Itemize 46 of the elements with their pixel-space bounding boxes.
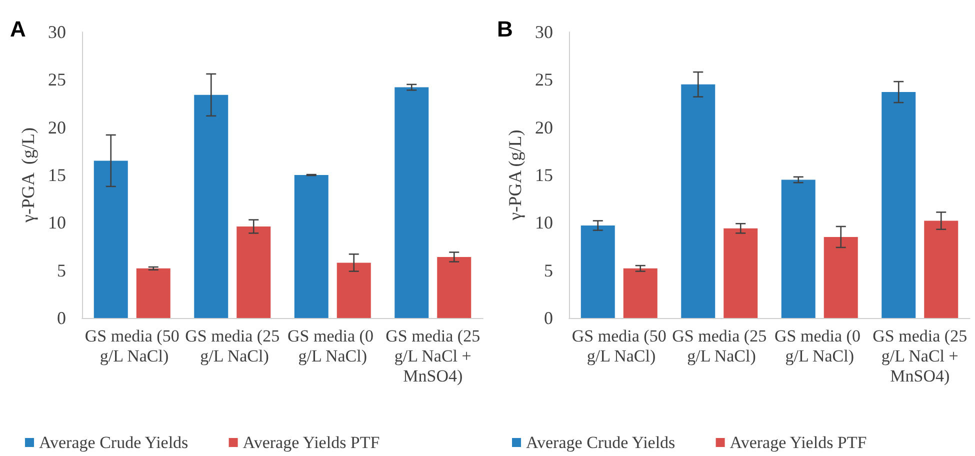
y-axis-title: γ-PGA (g/L) [505,130,526,222]
y-tick-label: 5 [544,260,553,280]
x-tick-label: GS media (25 g/L NaCl) [185,326,280,366]
x-tick-label: GS media (25 g/L NaCl) [672,326,767,366]
y-tick-label: 5 [57,260,66,280]
y-tick-label: 0 [57,308,66,328]
legend-label: Average Crude Yields [526,433,676,452]
bar [194,94,228,318]
y-tick-label: 10 [48,212,66,233]
y-axis-title: γ-PGA (g/L) [18,128,38,224]
bar [623,268,658,318]
bar [681,84,716,318]
y-tick-label: 20 [535,117,553,138]
x-tick-label: GS media (0 g/L NaCl) [774,326,865,366]
x-tick-label: GS media (0 g/L NaCl) [288,326,378,366]
bar [294,175,328,318]
y-tick-label: 15 [48,165,66,185]
y-tick-label: 20 [48,117,66,138]
legend-label: Average Yields PTF [242,433,380,452]
y-tick-label: 10 [535,212,553,233]
y-tick-label: 15 [535,165,553,185]
bar [136,268,170,318]
text: B [497,16,513,42]
bar [924,220,958,318]
bar [882,92,916,318]
bar [236,226,271,318]
x-tick-label: GS media (25 g/L NaCl + MnSO4) [386,326,480,386]
text: A [10,16,26,42]
y-tick-label: 30 [535,22,553,42]
legend-label: Average Yields PTF [730,433,867,452]
bar [394,87,429,318]
y-tick-label: 25 [48,70,66,90]
bar [94,160,128,318]
bar [336,262,371,318]
y-tick-label: 0 [544,308,553,328]
x-tick-label: GS media (50 g/L NaCl) [84,326,180,366]
legend-label: Average Crude Yields [39,433,188,452]
bar [724,228,758,318]
bar [781,180,816,318]
x-tick-label: GS media (25 g/L NaCl + MnSO4) [872,326,968,386]
bar [437,256,472,318]
y-tick-label: 25 [535,70,553,90]
bar [580,226,615,318]
y-tick-label: 30 [48,22,66,42]
bar [824,236,858,318]
x-tick-label: GS media (50 g/L NaCl) [572,326,666,366]
